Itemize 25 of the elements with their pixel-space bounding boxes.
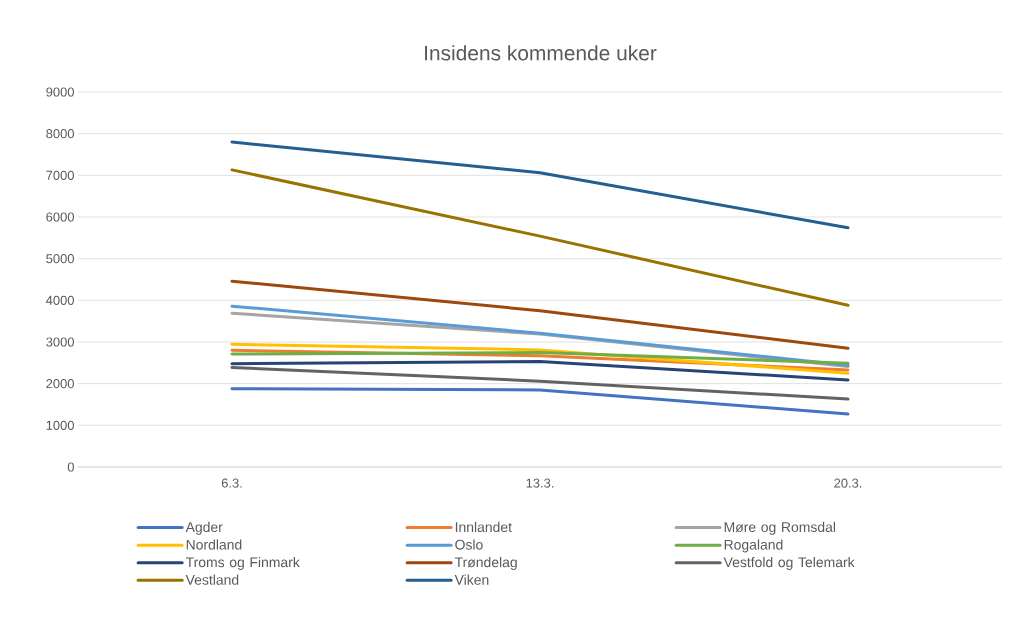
legend-label: Innlandet	[455, 521, 512, 533]
y-tick-label: 3000	[46, 337, 74, 347]
y-tick-label: 6000	[46, 212, 74, 222]
legend-label: Nordland	[186, 539, 242, 550]
x-tick-label: 20.3.	[834, 478, 862, 488]
legend-label: Viken	[454, 574, 489, 585]
legend-label: Oslo	[455, 539, 483, 550]
y-tick-label: 5000	[46, 254, 74, 264]
y-tick-label: 4000	[45, 295, 74, 305]
legend-label: Agder	[185, 521, 223, 535]
y-tick-label: 7000	[46, 170, 74, 180]
legend-label: Rogaland	[724, 539, 783, 553]
y-tick-label: 9000	[46, 87, 74, 97]
legend-label: Vestfold og Telemark	[723, 556, 855, 570]
y-tick-label: 0	[67, 462, 74, 472]
legend-label: Troms og Finmark	[185, 556, 300, 570]
x-tick-label: 6.3.	[221, 478, 242, 488]
legend-label: Vestland	[185, 574, 239, 585]
legend-label: Møre og Romsdal	[724, 521, 836, 535]
y-tick-label: 1000	[46, 420, 74, 430]
y-tick-label: 2000	[46, 379, 74, 389]
x-tick-label: 13.3.	[526, 478, 554, 488]
chart-title: Insidens kommende uker	[425, 45, 657, 61]
legend-label: Trøndelag	[454, 556, 517, 570]
y-tick-label: 8000	[46, 129, 74, 139]
